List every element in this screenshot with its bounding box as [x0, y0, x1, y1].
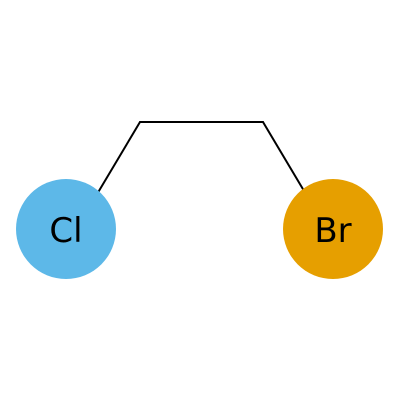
chlorine-atom-label: Cl	[49, 211, 82, 251]
bromine-atom-circle	[283, 179, 383, 279]
bonds	[83, 121, 317, 217]
bromine-atom-label: Br	[314, 211, 351, 251]
chlorine-atom-circle	[16, 179, 116, 279]
